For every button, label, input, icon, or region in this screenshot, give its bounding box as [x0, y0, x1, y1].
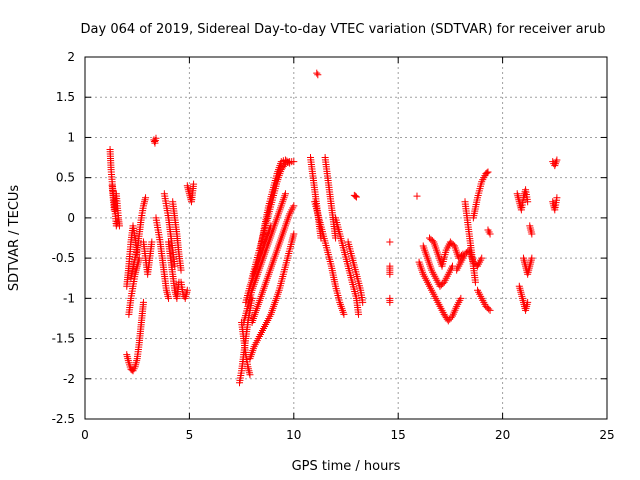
data-point: [457, 294, 465, 302]
data-point: [177, 266, 185, 274]
data-point: [332, 234, 340, 242]
data-point: [483, 169, 491, 177]
data-point: [183, 286, 191, 294]
data-point: [386, 238, 394, 246]
y-tick-label: 0.5: [56, 171, 75, 185]
data-point: [150, 137, 158, 145]
y-tick-label: -1.5: [52, 332, 75, 346]
data-point: [284, 158, 292, 166]
data-point: [351, 192, 359, 200]
data-point: [115, 222, 123, 230]
y-tick-label: -0.5: [52, 251, 75, 265]
data-point: [485, 305, 493, 313]
data-point: [553, 194, 561, 202]
data-point: [314, 71, 322, 79]
y-tick-label: -2: [63, 372, 75, 386]
data-point: [528, 254, 536, 262]
data-point: [142, 194, 150, 202]
data-point: [447, 314, 455, 322]
data-point: [355, 310, 363, 318]
y-tick-label: -2.5: [52, 412, 75, 426]
x-tick-label: 15: [391, 428, 406, 442]
data-point: [290, 158, 298, 166]
x-axis-label: GPS time / hours: [292, 459, 401, 474]
x-tick-label: 20: [495, 428, 510, 442]
x-tick-label: 25: [599, 428, 614, 442]
data-point: [486, 306, 494, 314]
y-tick-label: 1: [67, 130, 75, 144]
data-point: [190, 180, 198, 188]
data-point: [340, 310, 348, 318]
data-point: [484, 168, 492, 176]
data-point: [471, 278, 479, 286]
data-point: [135, 254, 143, 262]
y-tick-label: -1: [63, 291, 75, 305]
data-point: [413, 192, 421, 200]
chart-title: Day 064 of 2019, Sidereal Day-to-day VTE…: [81, 22, 606, 37]
data-point: [448, 262, 456, 270]
data-point: [478, 254, 486, 262]
data-point: [524, 198, 532, 206]
data-point: [139, 298, 147, 306]
data-point: [152, 134, 160, 142]
x-tick-label: 10: [286, 428, 301, 442]
data-point: [148, 238, 156, 246]
grid-lines: [85, 57, 607, 419]
data-point: [286, 159, 294, 167]
data-point: [528, 230, 536, 238]
y-tick-label: 1.5: [56, 90, 75, 104]
data-point: [359, 298, 367, 306]
data-points: [106, 69, 561, 387]
x-tick-label: 5: [186, 428, 194, 442]
y-tick-label: 2: [67, 50, 75, 64]
y-tick-label: 0: [67, 211, 75, 225]
data-point: [281, 190, 289, 198]
data-point: [386, 298, 394, 306]
data-point: [524, 298, 532, 306]
data-point: [165, 294, 173, 302]
plot-area-frame: [84, 56, 608, 420]
data-point: [352, 193, 360, 201]
data-point: [290, 202, 298, 210]
y-axis-label: SDTVAR / TECUs: [7, 185, 22, 292]
data-point: [553, 156, 561, 164]
data-point: [290, 230, 298, 238]
data-point: [246, 371, 254, 379]
data-point: [486, 230, 494, 238]
data-point: [313, 69, 321, 77]
data-point: [267, 222, 275, 230]
x-tick-label: 0: [81, 428, 89, 442]
data-point: [386, 270, 394, 278]
